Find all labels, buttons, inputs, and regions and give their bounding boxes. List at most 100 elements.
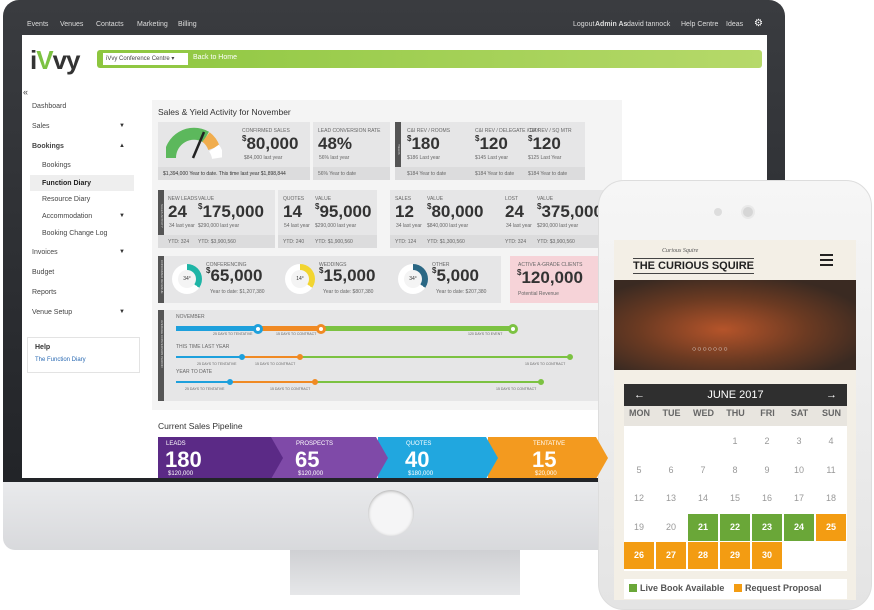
calendar-day[interactable]: 11	[826, 464, 836, 475]
yields-card: YIELDS C&I REV / ROOMS $180 $186 Last year $…	[395, 122, 585, 180]
sidebar-item-invoices[interactable]: Invoices	[32, 249, 58, 256]
stage-label: QUOTES	[406, 441, 432, 447]
sidebar-sub-function-diary[interactable]: Function Diary	[42, 180, 92, 187]
calendar-day[interactable]: 8	[732, 464, 738, 475]
calendar-day[interactable]: 26	[624, 542, 654, 569]
value-number: 95,000	[319, 202, 372, 221]
activity-last: 54 last year	[284, 223, 310, 229]
next-month-arrow-icon[interactable]: →	[826, 389, 837, 401]
calendar-day[interactable]: 12	[633, 493, 644, 503]
logout-link[interactable]: Logout	[573, 21, 595, 28]
activity-ytd: YTD: 324	[505, 239, 527, 245]
sidebar-item-budget[interactable]: Budget	[32, 269, 55, 276]
calendar-day[interactable]: 6	[668, 464, 674, 475]
activity-strip	[158, 190, 164, 248]
prev-month-arrow-icon[interactable]: ←	[634, 389, 645, 401]
gear-icon[interactable]: ⚙	[754, 18, 763, 29]
yield-value: $120	[475, 134, 508, 153]
timeline-marker	[312, 379, 318, 385]
nav-marketing[interactable]: Marketing	[137, 21, 168, 28]
calendar-day[interactable]: 3	[796, 436, 802, 446]
calendar-day[interactable]: 2	[764, 436, 770, 446]
calendar-day[interactable]: 23	[752, 513, 782, 541]
hamburger-menu-icon[interactable]	[820, 254, 833, 266]
sidebar-sub-resource-diary[interactable]: Resource Diary	[42, 196, 91, 203]
calendar-day[interactable]: 9	[764, 464, 770, 475]
calendar-day[interactable]: 15	[729, 493, 740, 503]
carousel-dots[interactable]: ○○○○○○○	[692, 346, 729, 353]
conversion-ytd: 56% Year to date	[318, 171, 357, 177]
user-name: david tannock	[627, 21, 671, 28]
calendar-day[interactable]: 1	[732, 436, 738, 446]
calendar-day[interactable]: 4	[828, 436, 834, 446]
nav-venues[interactable]: Venues	[60, 21, 84, 28]
back-to-home-link[interactable]: Back to Home	[193, 54, 237, 61]
calendar-day[interactable]: 18	[825, 493, 836, 503]
activity-ytd: YTD: 240	[283, 239, 305, 245]
nav-contacts[interactable]: Contacts	[96, 21, 124, 28]
calendar-day[interactable]: 19	[633, 521, 644, 532]
period-row-title: NOVEMBER	[176, 314, 205, 320]
timeline-marker	[297, 354, 303, 360]
chevron-down-icon: ▼	[119, 123, 125, 129]
value-number: 80,000	[431, 202, 484, 221]
sidebar-sub-bookings[interactable]: Bookings	[42, 162, 71, 169]
value-amount: $375,000	[537, 202, 603, 221]
activity-count: 24	[168, 202, 187, 221]
calendar-day[interactable]: 13	[665, 493, 676, 503]
calendar-day[interactable]: 29	[720, 542, 750, 569]
calendar-day[interactable]: 7	[700, 464, 706, 475]
revenue-value: $15,000	[319, 266, 376, 285]
sidebar-item-venue-setup[interactable]: Venue Setup	[32, 309, 73, 316]
activity-last: 34 last year	[396, 223, 422, 229]
calendar-day[interactable]: 20	[665, 521, 676, 532]
help-title: Help	[35, 344, 51, 351]
sidebar-item-dashboard[interactable]: Dashboard	[32, 103, 67, 110]
pipeline-stage[interactable]: TENTATIVE 15 $20,000	[488, 437, 608, 478]
nav-events[interactable]: Events	[27, 21, 49, 28]
venue-select[interactable]: iVvy Conference Centre ▾	[103, 53, 188, 65]
pipeline-stage[interactable]: PROSPECTS 65 $120,000	[268, 437, 388, 478]
yield-value: $180	[407, 134, 440, 153]
yields-label: YIELDS	[397, 144, 401, 155]
pipeline-stage[interactable]: LEADS 180 $120,000	[158, 437, 283, 478]
sidebar-item-sales[interactable]: Sales	[32, 123, 50, 130]
activity-label: SALES	[395, 196, 412, 202]
calendar-day[interactable]: 10	[793, 464, 804, 475]
ideas-link[interactable]: Ideas	[726, 21, 744, 28]
calendar-day[interactable]: 21	[688, 513, 718, 541]
sidebar-item-bookings[interactable]: Bookings	[32, 143, 64, 150]
revenue-value: $5,000	[432, 266, 479, 285]
calendar-day[interactable]: 28	[688, 542, 718, 569]
calendar-day[interactable]: 5	[636, 464, 642, 475]
sidebar-sub-booking-change-log[interactable]: Booking Change Log	[42, 230, 108, 237]
sidebar-sub-accommodation[interactable]: Accommodation	[42, 213, 93, 220]
calendar-day[interactable]: 25	[816, 513, 846, 541]
value-label: VALUE	[315, 196, 332, 202]
ivvy-logo: iVvy	[30, 45, 80, 75]
calendar-day[interactable]: 22	[720, 513, 750, 541]
a-grade-sub: Potential Revenue	[518, 291, 559, 297]
nav-billing[interactable]: Billing	[178, 21, 197, 28]
calendar-day[interactable]: 30	[752, 542, 782, 569]
collapse-sidebar-button[interactable]: «	[23, 87, 29, 97]
final-label: 15 DAYS TO CONTRACT	[496, 387, 537, 391]
calendar-day[interactable]: 17	[793, 493, 804, 503]
activity-ytd: YTD: 124	[395, 239, 417, 245]
tentative-label: 25 DAYS TO TENTATIVE	[185, 387, 225, 391]
help-link[interactable]: The Function Diary	[35, 357, 86, 363]
calendar-day[interactable]: 24	[784, 513, 814, 541]
event-segment	[321, 326, 513, 331]
sidebar-item-reports[interactable]: Reports	[32, 289, 57, 296]
pipeline-stage[interactable]: QUOTES 40 $180,000	[378, 437, 498, 478]
live-legend-label: Live Book Available	[640, 583, 725, 593]
live-legend-swatch	[629, 584, 637, 592]
confirmed-sales-ytd: $1,394,000 Year to date. This time last …	[163, 171, 286, 177]
calendar-day[interactable]: 27	[656, 542, 686, 569]
stage-count: 40	[405, 447, 430, 472]
help-centre-link[interactable]: Help Centre	[681, 21, 719, 28]
calendar-day[interactable]: 14	[697, 493, 708, 503]
yield-title: Sales & Yield Activity for November	[158, 107, 291, 117]
calendar-day[interactable]: 16	[761, 493, 772, 503]
revenue-label: CONFIRMED REVENUE	[160, 260, 164, 294]
